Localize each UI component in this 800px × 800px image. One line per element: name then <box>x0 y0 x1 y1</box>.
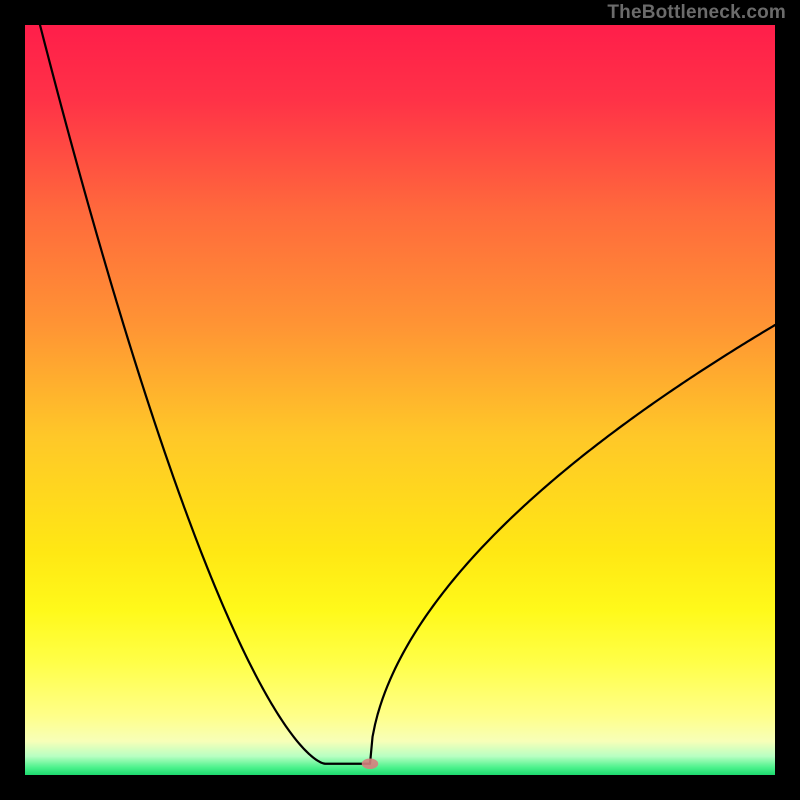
plot-background-gradient <box>25 25 775 775</box>
optimal-point-marker <box>362 759 379 770</box>
chart-root: TheBottleneck.com <box>0 0 800 800</box>
bottleneck-chart <box>0 0 800 800</box>
watermark-text: TheBottleneck.com <box>607 2 786 24</box>
